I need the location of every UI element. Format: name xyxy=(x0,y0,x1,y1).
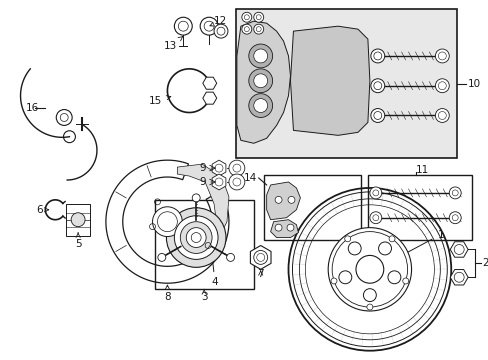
Text: 8: 8 xyxy=(164,285,170,302)
Circle shape xyxy=(288,188,450,351)
Circle shape xyxy=(369,212,381,224)
Text: 3: 3 xyxy=(201,289,207,302)
Polygon shape xyxy=(266,182,300,220)
Circle shape xyxy=(370,49,384,63)
Circle shape xyxy=(370,79,384,93)
Circle shape xyxy=(253,74,267,88)
Circle shape xyxy=(344,236,350,242)
Polygon shape xyxy=(236,21,290,143)
Polygon shape xyxy=(290,26,369,135)
Text: 9: 9 xyxy=(199,163,206,173)
Text: 16: 16 xyxy=(25,103,39,113)
Circle shape xyxy=(166,208,225,267)
Circle shape xyxy=(388,236,394,242)
Circle shape xyxy=(286,224,293,231)
Text: 13: 13 xyxy=(164,37,182,51)
Circle shape xyxy=(200,17,218,35)
Circle shape xyxy=(253,49,267,63)
Circle shape xyxy=(174,216,218,260)
Polygon shape xyxy=(177,164,228,231)
Circle shape xyxy=(174,17,192,35)
Text: 11: 11 xyxy=(415,165,428,175)
Text: 9: 9 xyxy=(199,177,206,187)
Circle shape xyxy=(327,228,411,311)
Circle shape xyxy=(434,79,448,93)
Circle shape xyxy=(330,278,336,284)
Text: 2: 2 xyxy=(481,258,488,268)
Bar xyxy=(154,200,253,289)
Circle shape xyxy=(253,12,263,22)
Text: 4: 4 xyxy=(209,251,218,287)
Circle shape xyxy=(448,187,460,199)
Circle shape xyxy=(253,24,263,34)
Circle shape xyxy=(71,213,85,227)
Text: 14: 14 xyxy=(243,173,256,183)
Text: 10: 10 xyxy=(467,79,480,89)
Circle shape xyxy=(248,44,272,68)
Bar xyxy=(263,175,360,239)
Text: 15: 15 xyxy=(149,96,170,105)
Circle shape xyxy=(434,49,448,63)
Text: 6: 6 xyxy=(36,205,48,215)
Circle shape xyxy=(366,304,372,310)
Circle shape xyxy=(287,196,294,203)
Polygon shape xyxy=(212,160,225,176)
Circle shape xyxy=(214,24,227,38)
Circle shape xyxy=(275,224,282,231)
Circle shape xyxy=(355,256,383,283)
Circle shape xyxy=(253,99,267,113)
Circle shape xyxy=(378,242,391,255)
Polygon shape xyxy=(106,160,228,283)
Circle shape xyxy=(338,271,351,284)
Circle shape xyxy=(387,271,400,284)
Bar xyxy=(235,9,456,158)
Circle shape xyxy=(186,228,206,247)
Polygon shape xyxy=(212,174,225,190)
Circle shape xyxy=(152,207,182,237)
Polygon shape xyxy=(203,77,216,89)
Polygon shape xyxy=(449,242,467,257)
Circle shape xyxy=(242,12,251,22)
Polygon shape xyxy=(449,270,467,285)
Circle shape xyxy=(192,194,200,202)
Circle shape xyxy=(248,94,272,117)
Polygon shape xyxy=(203,92,216,104)
Circle shape xyxy=(275,196,282,203)
Circle shape xyxy=(370,109,384,122)
Circle shape xyxy=(369,187,381,199)
Text: 1: 1 xyxy=(379,230,443,267)
Bar xyxy=(66,204,90,235)
Circle shape xyxy=(242,24,251,34)
Circle shape xyxy=(228,160,244,176)
Circle shape xyxy=(402,278,408,284)
Text: 7: 7 xyxy=(257,269,264,279)
Circle shape xyxy=(434,109,448,122)
Circle shape xyxy=(363,289,376,302)
Circle shape xyxy=(180,222,212,253)
Circle shape xyxy=(158,253,165,261)
Bar xyxy=(367,175,471,239)
Circle shape xyxy=(248,69,272,93)
Polygon shape xyxy=(250,246,270,269)
Circle shape xyxy=(347,242,361,255)
Text: 12: 12 xyxy=(209,16,227,26)
Polygon shape xyxy=(270,220,298,238)
Text: 5: 5 xyxy=(75,233,81,248)
Circle shape xyxy=(448,212,460,224)
Circle shape xyxy=(228,174,244,190)
Circle shape xyxy=(226,253,234,261)
